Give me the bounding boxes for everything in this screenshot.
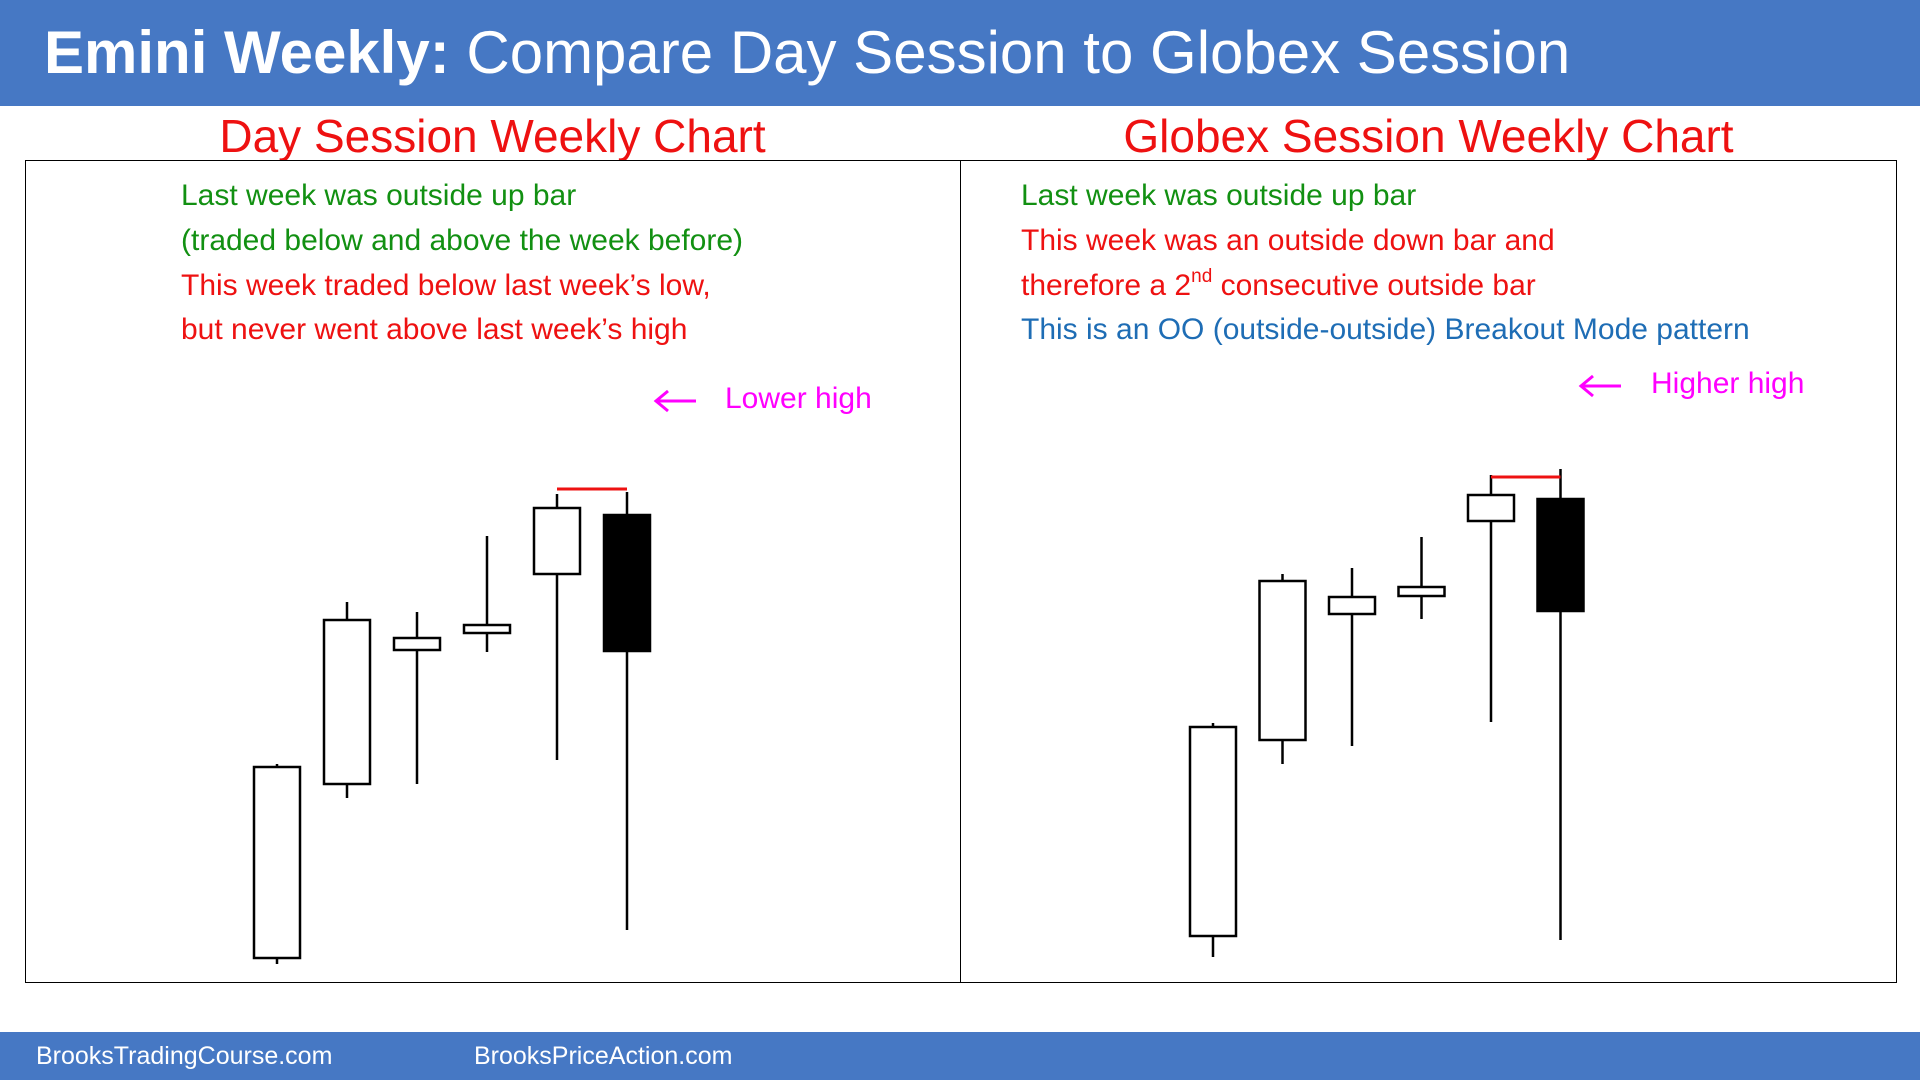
arrowhead-icon bbox=[653, 389, 669, 413]
bull-candle-body bbox=[1466, 493, 1516, 523]
right-note-line-3: therefore a 2nd consecutive outside bar bbox=[1021, 263, 1536, 308]
ordinal-suffix: nd bbox=[1191, 266, 1213, 287]
left-panel-title: Day Session Weekly Chart bbox=[219, 110, 766, 162]
bull-candle-body bbox=[1258, 579, 1307, 742]
page-title-bold: Emini Weekly: bbox=[44, 19, 450, 86]
left-note-line-4: but never went above last week’s high bbox=[181, 313, 688, 346]
right-note-line-1: Last week was outside up bar bbox=[1021, 179, 1417, 212]
globex-session-chart-panel: Last week was outside up bar This week w… bbox=[960, 160, 1897, 983]
bull-candle-body bbox=[252, 765, 302, 960]
bull-candle-body bbox=[462, 623, 512, 635]
right-note-line-4: This is an OO (outside-outside) Breakout… bbox=[1021, 313, 1750, 346]
arrowhead-icon bbox=[1578, 374, 1594, 398]
footer-link-brooks-price-action[interactable]: BrooksPriceAction.com bbox=[474, 1042, 733, 1070]
header-banner: Emini Weekly: Compare Day Session to Glo… bbox=[0, 0, 1920, 106]
globex-session-candlestick-chart bbox=[1188, 374, 1621, 957]
bull-candle-body bbox=[1397, 585, 1446, 598]
higher-high-annotation: Higher high bbox=[1651, 367, 1805, 400]
bull-candle-body bbox=[1327, 595, 1377, 616]
page-title-rest: Compare Day Session to Globex Session bbox=[466, 19, 1571, 86]
bull-candle-body bbox=[322, 618, 372, 786]
page-title: Emini Weekly: Compare Day Session to Glo… bbox=[44, 18, 1570, 88]
day-session-chart-panel: Last week was outside up bar (traded bel… bbox=[25, 160, 962, 983]
right-note-line-3-start: therefore a 2 bbox=[1021, 269, 1192, 302]
left-note-line-3: This week traded below last week’s low, bbox=[181, 269, 711, 302]
bull-candle-body bbox=[532, 506, 582, 576]
bull-candle-body bbox=[1188, 725, 1238, 938]
left-note-line-2: (traded below and above the week before) bbox=[181, 224, 744, 257]
bear-candle-body bbox=[1536, 497, 1585, 613]
right-panel-title: Globex Session Weekly Chart bbox=[1123, 110, 1734, 162]
bear-candle-body bbox=[602, 513, 652, 653]
right-note-line-3-end: consecutive outside bar bbox=[1212, 269, 1536, 302]
left-note-line-1: Last week was outside up bar bbox=[181, 179, 577, 212]
lower-high-annotation: Lower high bbox=[725, 382, 872, 415]
bull-candle-body bbox=[392, 636, 442, 652]
footer-link-brooks-trading-course[interactable]: BrooksTradingCourse.com bbox=[36, 1042, 333, 1070]
day-session-candlestick-chart bbox=[252, 389, 696, 964]
right-note-line-2: This week was an outside down bar and bbox=[1021, 224, 1555, 257]
footer-banner: BrooksTradingCourse.com BrooksPriceActio… bbox=[0, 1032, 1920, 1080]
